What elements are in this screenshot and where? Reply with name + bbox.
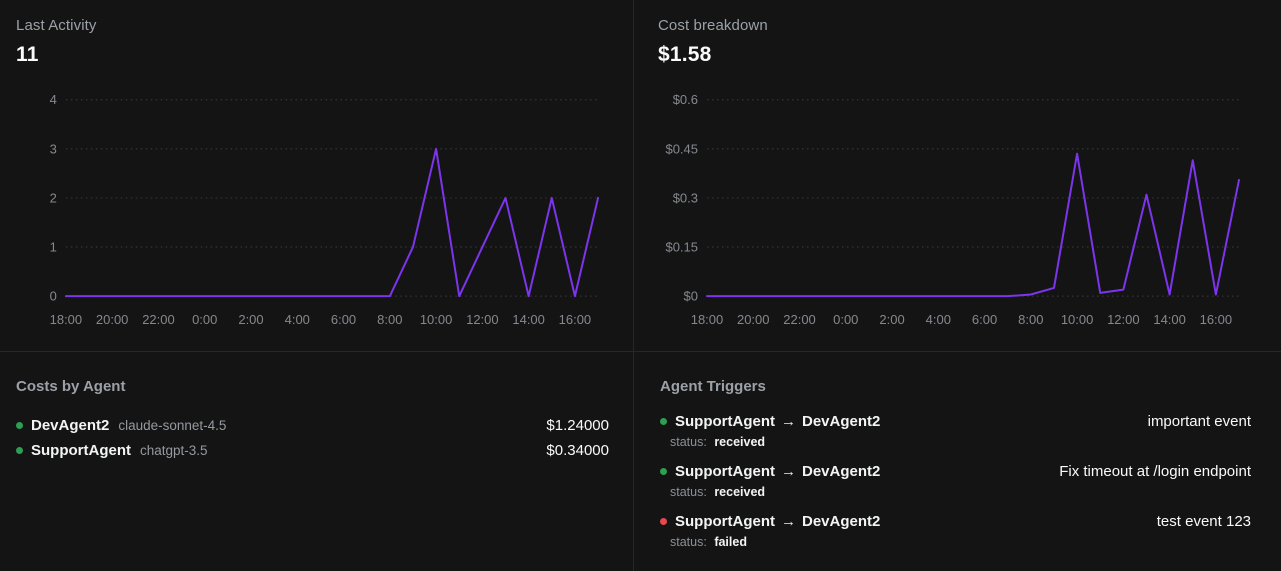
- svg-text:10:00: 10:00: [1061, 312, 1094, 327]
- arrow-icon: →: [780, 513, 796, 530]
- trigger-source: SupportAgent: [675, 513, 775, 530]
- costs-by-agent-title: Costs by Agent: [16, 378, 126, 395]
- svg-text:20:00: 20:00: [96, 312, 128, 327]
- cost-breakdown-panel: Cost breakdown $1.58 $0 $0.15 $0.3 $0.45 $0.…: [634, 0, 1281, 352]
- svg-text:14:00: 14:00: [1153, 312, 1186, 327]
- svg-text:20:00: 20:00: [737, 312, 770, 327]
- agent-cost: $1.24000: [546, 417, 609, 434]
- trigger-row: SupportAgent → DevAgent2 Fix timeout at …: [660, 463, 1251, 499]
- agent-name: SupportAgent: [31, 442, 131, 459]
- trigger-source: SupportAgent: [675, 463, 775, 480]
- trigger-status: status: failed: [670, 535, 1251, 549]
- status-label: status:: [670, 435, 707, 449]
- svg-text:$0.15: $0.15: [665, 240, 698, 255]
- status-dot: [660, 518, 667, 525]
- status-value: received: [714, 485, 766, 499]
- arrow-icon: →: [780, 413, 796, 430]
- svg-text:4:00: 4:00: [285, 312, 310, 327]
- trigger-row: SupportAgent → DevAgent2 test event 123 …: [660, 513, 1251, 549]
- svg-text:14:00: 14:00: [512, 312, 544, 327]
- agent-triggers-title: Agent Triggers: [660, 378, 766, 395]
- svg-text:3: 3: [50, 141, 57, 156]
- svg-text:18:00: 18:00: [50, 312, 82, 327]
- svg-text:0:00: 0:00: [833, 312, 858, 327]
- svg-text:$0.45: $0.45: [665, 141, 698, 156]
- cost-breakdown-title: Cost breakdown: [658, 17, 768, 34]
- trigger-main: SupportAgent → DevAgent2 Fix timeout at …: [660, 463, 1251, 480]
- cost-agent-row: DevAgent2 claude-sonnet-4.5 $1.24000: [16, 413, 609, 438]
- svg-text:4:00: 4:00: [926, 312, 951, 327]
- cost-breakdown-value: $1.58: [658, 43, 712, 66]
- trigger-target: DevAgent2: [801, 463, 881, 480]
- agent-triggers-panel: Agent Triggers SupportAgent → DevAgent2 …: [634, 352, 1281, 571]
- agent-model: chatgpt-3.5: [139, 443, 208, 458]
- svg-text:$0.3: $0.3: [673, 190, 698, 205]
- cost-agent-row: SupportAgent chatgpt-3.5 $0.34000: [16, 438, 609, 463]
- svg-text:16:00: 16:00: [559, 312, 591, 327]
- svg-text:18:00: 18:00: [691, 312, 724, 327]
- svg-text:0:00: 0:00: [192, 312, 217, 327]
- svg-text:10:00: 10:00: [420, 312, 452, 327]
- costs-by-agent-panel: Costs by Agent DevAgent2 claude-sonnet-4…: [0, 352, 634, 571]
- svg-text:$0: $0: [684, 289, 698, 304]
- trigger-status: status: received: [670, 485, 1251, 499]
- status-label: status:: [670, 485, 707, 499]
- status-dot: [16, 447, 23, 454]
- svg-text:2:00: 2:00: [879, 312, 904, 327]
- last-activity-chart: 0 1 2 3 4 18:00 20:00 22:00 0:00 2:00 4:00 6:00 8:00…: [50, 92, 601, 327]
- last-activity-title: Last Activity: [16, 17, 97, 34]
- status-dot: [16, 422, 23, 429]
- status-dot: [660, 468, 667, 475]
- svg-text:12:00: 12:00: [466, 312, 498, 327]
- last-activity-panel: Last Activity 11 0 1 2 3 4 18:00 20:00 22:00 0:0…: [0, 0, 634, 352]
- trigger-event: Fix timeout at /login endpoint: [1059, 463, 1251, 480]
- svg-text:2: 2: [50, 190, 57, 205]
- svg-text:$0.6: $0.6: [673, 92, 698, 107]
- svg-text:6:00: 6:00: [972, 312, 997, 327]
- svg-text:2:00: 2:00: [238, 312, 263, 327]
- trigger-main: SupportAgent → DevAgent2 test event 123: [660, 513, 1251, 530]
- trigger-target: DevAgent2: [801, 413, 881, 430]
- status-value: failed: [714, 535, 747, 549]
- svg-text:0: 0: [50, 289, 57, 304]
- agent-name: DevAgent2: [31, 417, 110, 434]
- status-dot: [660, 418, 667, 425]
- trigger-target: DevAgent2: [801, 513, 881, 530]
- trigger-source: SupportAgent: [675, 413, 775, 430]
- svg-text:22:00: 22:00: [142, 312, 174, 327]
- cost-breakdown-chart: $0 $0.15 $0.3 $0.45 $0.6 18:00 20:00 22:00 0:00 2…: [665, 92, 1241, 327]
- trigger-main: SupportAgent → DevAgent2 important event: [660, 413, 1251, 430]
- trigger-status: status: received: [670, 435, 1251, 449]
- agent-model: claude-sonnet-4.5: [118, 418, 227, 433]
- svg-text:22:00: 22:00: [783, 312, 816, 327]
- status-value: received: [714, 435, 766, 449]
- svg-text:16:00: 16:00: [1200, 312, 1233, 327]
- arrow-icon: →: [780, 463, 796, 480]
- trigger-event: important event: [1147, 413, 1251, 430]
- svg-text:12:00: 12:00: [1107, 312, 1140, 327]
- agent-cost: $0.34000: [546, 442, 609, 459]
- svg-text:6:00: 6:00: [331, 312, 356, 327]
- svg-text:1: 1: [50, 240, 57, 255]
- last-activity-value: 11: [16, 43, 39, 66]
- svg-text:8:00: 8:00: [1018, 312, 1043, 327]
- svg-text:8:00: 8:00: [377, 312, 402, 327]
- svg-text:4: 4: [50, 92, 57, 107]
- trigger-row: SupportAgent → DevAgent2 important event…: [660, 413, 1251, 449]
- trigger-event: test event 123: [1156, 513, 1251, 530]
- status-label: status:: [670, 535, 707, 549]
